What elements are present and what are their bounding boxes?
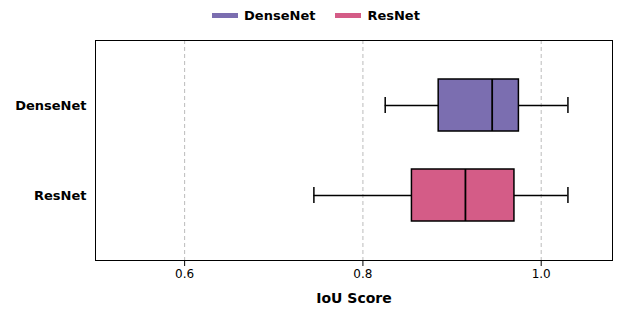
html-text:ResNet: ResNet xyxy=(367,7,420,23)
svg-text:DenseNet: DenseNet xyxy=(15,98,86,113)
svg-text:ResNet: ResNet xyxy=(34,188,86,203)
svg-text:0.6: 0.6 xyxy=(175,267,194,281)
svg-text:0.8: 0.8 xyxy=(353,267,372,281)
svg-text:1.0: 1.0 xyxy=(532,267,551,281)
html-text:DenseNet: DenseNet xyxy=(244,7,316,23)
svg-text:IoU Score: IoU Score xyxy=(316,290,391,306)
